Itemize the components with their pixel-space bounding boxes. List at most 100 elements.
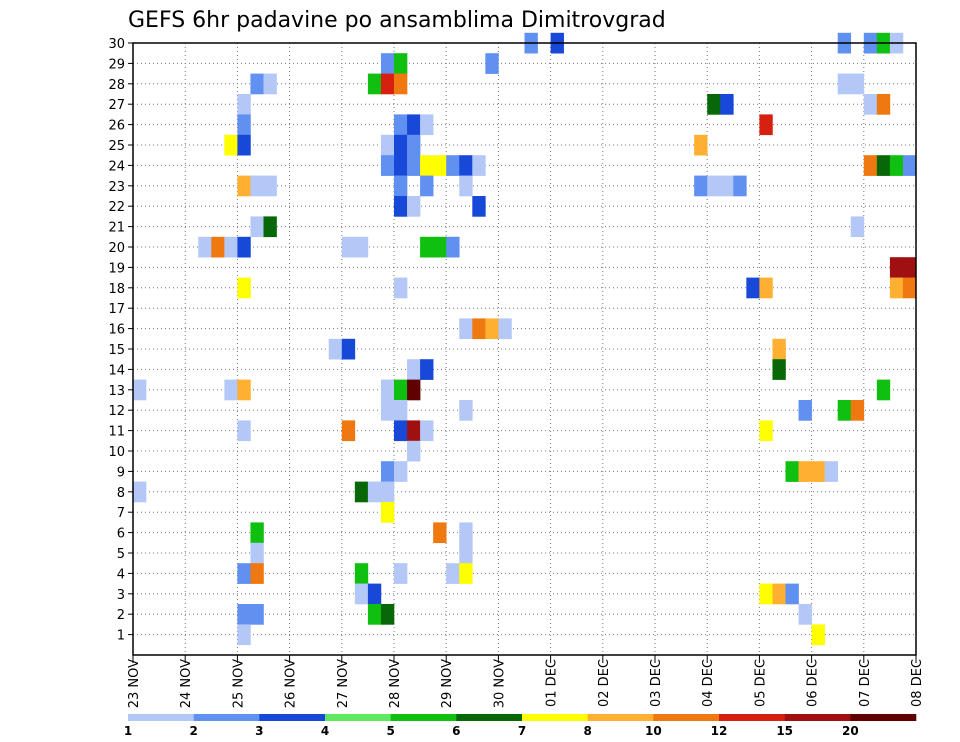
precip-cell <box>459 542 473 564</box>
y-tick-label: 16 <box>108 323 125 338</box>
precip-cell <box>472 196 486 217</box>
x-tick-label: 25 NOV <box>231 659 246 708</box>
y-tick-label: 11 <box>108 425 125 440</box>
y-axis: 1234567891011121314151617181920212223242… <box>108 37 133 644</box>
precip-cell <box>824 461 838 482</box>
precip-cell <box>446 563 460 584</box>
precip-cell <box>394 73 408 95</box>
precip-cell <box>902 277 917 299</box>
precip-cell <box>420 236 434 258</box>
colorbar-swatch <box>456 714 523 721</box>
precip-cell <box>433 236 447 258</box>
precip-cell <box>250 216 264 238</box>
y-tick-label: 12 <box>108 404 125 419</box>
precip-cell <box>237 604 251 625</box>
y-tick-label: 22 <box>108 200 125 215</box>
precip-cell <box>237 114 251 136</box>
y-tick-label: 28 <box>108 78 125 93</box>
precip-cell <box>407 196 421 217</box>
x-tick-label: 01 DEC <box>545 659 560 707</box>
x-tick-label: 03 DEC <box>649 659 664 707</box>
precip-cell <box>498 318 512 340</box>
colorbar-swatch <box>653 714 720 721</box>
precip-cell <box>420 114 434 136</box>
precip-cell <box>850 400 865 421</box>
colorbar-label: 20 <box>842 724 859 738</box>
colorbar-swatch <box>784 714 851 721</box>
precip-cell <box>720 94 734 115</box>
precip-cell <box>772 359 786 380</box>
colorbar-label: 10 <box>645 724 662 738</box>
y-tick-label: 30 <box>108 37 125 52</box>
colorbar: 1 2 3 4 5 6 7 8 10 12 15 20 <box>124 714 917 738</box>
precip-cell <box>250 563 264 584</box>
precip-cell <box>250 73 264 95</box>
precip-cell <box>394 114 408 136</box>
precip-cell <box>341 236 356 258</box>
precip-cell <box>354 563 369 584</box>
precip-cell <box>876 155 891 176</box>
precip-cell <box>380 481 395 503</box>
y-tick-label: 25 <box>108 139 125 154</box>
precip-cell <box>407 155 421 176</box>
precip-cell <box>407 420 421 442</box>
precip-cell <box>211 236 225 258</box>
precip-cell <box>133 379 147 401</box>
precip-cell <box>394 53 408 74</box>
precip-cell <box>902 257 917 278</box>
precip-cell <box>394 420 408 442</box>
precip-cell <box>420 359 434 380</box>
precip-cell <box>224 379 238 401</box>
precip-cell <box>394 277 408 299</box>
precip-cell <box>459 563 473 584</box>
colorbar-swatch <box>522 714 588 721</box>
precip-cell <box>380 379 395 401</box>
x-tick-label: 27 NOV <box>336 659 351 708</box>
y-tick-label: 8 <box>117 486 125 501</box>
precip-cell <box>485 318 499 340</box>
precip-cell <box>472 155 486 176</box>
precip-cell <box>237 563 251 584</box>
y-tick-label: 5 <box>117 547 125 562</box>
y-tick-label: 6 <box>117 527 125 542</box>
x-tick-label: 04 DEC <box>701 659 716 707</box>
precip-cell <box>902 155 917 176</box>
precip-cell <box>237 94 251 115</box>
precip-cell <box>876 94 891 115</box>
y-tick-label: 18 <box>108 282 125 297</box>
precip-cell <box>863 94 878 115</box>
precip-cell <box>798 400 812 421</box>
x-tick-label: 30 NOV <box>492 659 507 708</box>
precip-cell <box>263 73 277 95</box>
precip-cell <box>459 318 473 340</box>
colorbar-label: 6 <box>452 724 460 738</box>
precip-cell <box>407 359 421 380</box>
precip-cell <box>394 563 408 584</box>
colorbar-swatch <box>850 714 917 721</box>
precip-cell <box>889 257 904 278</box>
precip-cell <box>380 461 395 482</box>
y-tick-label: 29 <box>108 57 125 72</box>
precip-cell <box>354 583 369 605</box>
precip-cell <box>694 134 708 156</box>
x-tick-label: 05 DEC <box>753 659 768 707</box>
y-tick-label: 15 <box>108 343 125 358</box>
x-tick-label: 23 NOV <box>127 659 142 708</box>
y-tick-label: 14 <box>108 363 125 378</box>
y-tick-label: 23 <box>108 180 125 195</box>
precip-cell <box>341 338 356 360</box>
precip-cell <box>433 155 447 176</box>
precip-cell <box>889 277 904 299</box>
x-tick-label: 02 DEC <box>597 659 612 707</box>
precip-cell <box>250 175 264 197</box>
precip-cell <box>198 236 212 258</box>
precip-cell <box>772 338 786 360</box>
x-tick-label: 24 NOV <box>179 659 194 708</box>
precip-cell <box>263 216 277 238</box>
x-tick-label: 26 NOV <box>284 659 299 708</box>
precip-cell <box>459 155 473 176</box>
precip-cell <box>433 522 447 544</box>
precip-cell <box>837 73 852 95</box>
precip-cell <box>367 604 382 625</box>
